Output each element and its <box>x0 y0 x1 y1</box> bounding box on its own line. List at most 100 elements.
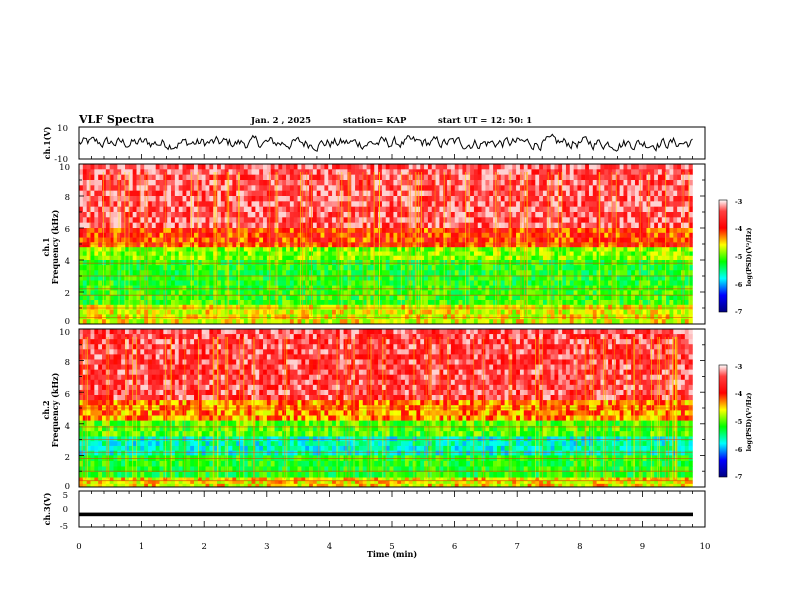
spectrogram-cell <box>542 164 548 170</box>
spectrogram-cell <box>209 251 214 257</box>
spectrogram-cell <box>450 255 456 261</box>
spectrogram-cell <box>401 180 406 186</box>
spectrogram-cell <box>182 300 187 306</box>
spectrogram-cell <box>565 201 571 207</box>
spectrogram-cell <box>516 275 521 281</box>
spectrogram-cell <box>397 185 402 191</box>
spectrogram-cell <box>519 242 525 248</box>
spectrogram-cell <box>305 222 310 229</box>
spectrogram-cell <box>182 265 187 271</box>
spectrogram-cell <box>155 196 160 202</box>
spectrogram-cell <box>278 228 283 234</box>
spectrogram-cell <box>581 285 586 291</box>
spectrogram-cell <box>393 185 398 191</box>
spectrogram-cell <box>462 169 467 175</box>
spectrogram-cell <box>320 169 325 175</box>
spectrogram-cell <box>500 164 505 170</box>
spectrogram-cell <box>98 314 103 320</box>
spectrogram-cell <box>581 180 586 186</box>
spectrogram-cell <box>535 314 540 320</box>
spectrogram-cell <box>443 217 448 223</box>
spectrogram-cell <box>661 304 666 310</box>
spectrogram-cell <box>677 309 682 315</box>
spectrogram-cell <box>228 280 233 286</box>
spectrogram-cell <box>454 255 459 261</box>
spectrogram-cell <box>351 314 356 320</box>
spectrogram-cell <box>79 242 84 248</box>
spectrogram-cell <box>243 222 248 229</box>
spectrogram-cell <box>209 185 214 191</box>
spectrogram-cell <box>401 247 406 252</box>
spectrogram-cell <box>194 185 199 191</box>
spectrogram-cell <box>259 232 264 238</box>
spectrogram-cell <box>121 196 126 202</box>
spectrogram-cell <box>151 228 156 234</box>
spectrogram-cell <box>569 270 574 276</box>
spectrogram-cell <box>171 280 176 286</box>
spectrogram-cell <box>293 180 298 186</box>
spectrogram-cell <box>412 260 417 266</box>
spectrogram-cell <box>523 280 528 286</box>
spectrogram-cell <box>209 295 214 301</box>
spectrogram-cell <box>389 185 394 191</box>
spectrogram-cell <box>263 255 268 261</box>
spectrogram-cell <box>600 196 605 202</box>
spectrogram-cell <box>489 232 494 238</box>
spectrogram-cell <box>86 265 91 271</box>
spectrogram-cell <box>596 174 601 181</box>
spectrogram-cell <box>305 265 310 271</box>
spectrogram-cell <box>178 309 183 315</box>
spectrogram-cell <box>466 201 471 207</box>
spectrogram-cell <box>404 185 410 191</box>
spectrogram-cell <box>447 314 452 320</box>
spectrogram-cell <box>539 169 544 175</box>
spectrogram-cell <box>550 270 555 276</box>
spectrogram-cell <box>535 212 540 218</box>
spectrogram-cell <box>324 201 329 207</box>
spectrogram-cell <box>201 304 206 310</box>
spectrogram-cell <box>519 314 525 320</box>
spectrogram-cell <box>182 255 187 261</box>
spectrogram-cell <box>677 169 682 175</box>
spectrogram-cell <box>615 164 620 170</box>
spectrogram-cell <box>650 164 655 170</box>
spectrogram-cell <box>397 275 402 281</box>
spectrogram-cell <box>217 169 222 175</box>
spectrogram-cell <box>94 232 99 238</box>
spectrogram-cell <box>458 237 463 243</box>
spectrogram-cell <box>251 228 256 234</box>
spectrogram-cell <box>401 309 406 315</box>
spectrogram-cell <box>546 237 551 243</box>
spectrogram-cell <box>167 309 172 315</box>
spectrogram-cell <box>301 285 306 291</box>
spectrogram-cell <box>312 309 318 315</box>
spectrogram-cell <box>370 164 375 170</box>
spectrogram-cell <box>389 295 394 301</box>
spectrogram-cell <box>581 196 586 202</box>
spectrogram-cell <box>121 270 126 276</box>
spectrogram-cell <box>435 222 440 229</box>
spectrogram-cell <box>366 304 371 310</box>
spectrogram-cell <box>232 285 237 291</box>
spectrogram-cell <box>466 190 471 197</box>
spectrogram-cell <box>684 169 689 175</box>
spectrogram-cell <box>638 206 643 213</box>
spectrogram-cell <box>109 169 114 175</box>
spectrogram-cell <box>665 212 670 218</box>
spectrogram-cell <box>293 265 298 271</box>
spectrogram-cell <box>611 290 617 296</box>
spectrogram-cell <box>132 169 137 175</box>
spectrogram-cell <box>109 295 114 301</box>
spectrogram-cell <box>604 314 609 320</box>
spectrogram-cell <box>140 304 145 310</box>
spectrogram-cell <box>650 222 655 229</box>
spectrogram-cell <box>661 180 666 186</box>
spectrogram-cell <box>243 295 248 301</box>
spectrogram-cell <box>140 280 145 286</box>
spectrogram-cell <box>542 247 548 252</box>
spectrogram-cell <box>661 270 666 276</box>
spectrogram-cell <box>527 265 532 271</box>
spectrogram-cell <box>485 228 490 234</box>
spectrogram-cell <box>121 180 126 186</box>
spectrogram-cell <box>535 232 540 238</box>
